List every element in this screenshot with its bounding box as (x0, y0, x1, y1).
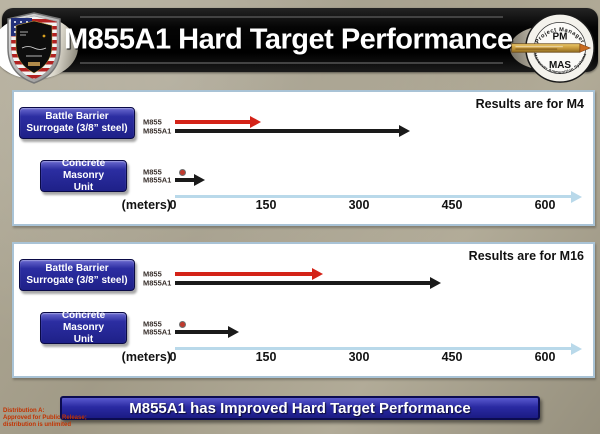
m855a1-range-arrow (175, 173, 205, 186)
m855-range-dot (179, 169, 187, 176)
series-label-m855a1: M855A1 (143, 327, 172, 337)
m855a1-range-arrow (175, 325, 240, 338)
tick-label: 450 (441, 198, 463, 212)
seal-pm-text: PM (553, 31, 568, 42)
results-note-m16: Results are for M16 (468, 249, 584, 263)
tick-label: 600 (534, 198, 556, 212)
series-label-m855: M855 (143, 117, 162, 127)
group-label-concrete-masonry-m16: Concrete Masonry Unit (40, 310, 127, 345)
pm-mas-seal-icon: Project Manager Maneuver Ammunition Syst… (511, 13, 595, 83)
m855-range-arrow (175, 267, 323, 280)
group-label-concrete-masonry-m4: Concrete Masonry Unit (40, 158, 127, 193)
series-row: M855 (14, 267, 593, 280)
m855-range-arrow (175, 115, 261, 128)
chart-panel-m4: Results are for M4 Battle Barrier Surrog… (12, 90, 595, 226)
title-bar: M855A1 Hard Target Performance (0, 8, 598, 84)
tick-label: 0 (169, 350, 177, 364)
tick-label: 300 (348, 198, 370, 212)
tick-label: 0 (169, 198, 177, 212)
group-label-line: Unit (73, 182, 94, 193)
seal-mas-text: MAS (549, 60, 571, 71)
conclusion-banner: M855A1 has Improved Hard Target Performa… (60, 396, 540, 420)
series-label-m855: M855 (143, 167, 162, 177)
series-label-m855: M855 (143, 269, 162, 279)
unit-crest-shield-icon (7, 12, 61, 84)
titlebar-pinstripe-top (80, 16, 503, 18)
m855-range-dot (179, 321, 187, 328)
chart-panel-m16: Results are for M16 Battle Barrier Surro… (12, 242, 595, 378)
seal-cartridge-icon (511, 43, 592, 53)
series-row: M855A1 (14, 325, 593, 338)
series-label-m855a1: M855A1 (143, 126, 172, 136)
distribution-line: distribution is unlimited (3, 421, 71, 428)
tick-label: 450 (441, 350, 463, 364)
group-label-battle-barrier-m16: Battle Barrier Surrogate (3/8” steel) (19, 259, 135, 291)
distribution-line: Distribution A: (3, 408, 45, 414)
series-label-m855a1: M855A1 (143, 175, 172, 185)
series-row: M855A1 (14, 173, 593, 186)
axis-unit-label: (meters) (121, 350, 171, 364)
series-label-m855: M855 (143, 319, 162, 329)
page-title: M855A1 Hard Target Performance (64, 23, 513, 56)
x-axis-ticks: (meters) 0 150 300 450 600 (14, 350, 593, 366)
group-label-line: Battle Barrier (45, 111, 109, 122)
tick-label: 150 (255, 350, 277, 364)
group-label-line: Surrogate (3/8” steel) (26, 275, 128, 286)
series-label-m855a1: M855A1 (143, 278, 172, 288)
series-row: M855A1 (14, 124, 593, 137)
titlebar-pinstripe-bottom (80, 62, 503, 64)
series-row: M855A1 (14, 276, 593, 289)
distribution-line: Approved for Public Release; (3, 414, 87, 421)
series-row: M855 (14, 115, 593, 128)
series-row: M855 (14, 318, 593, 330)
x-axis (175, 190, 582, 203)
tick-label: 600 (534, 350, 556, 364)
group-label-line: Battle Barrier (45, 263, 109, 274)
group-label-line: Unit (73, 334, 94, 345)
group-label-line: Surrogate (3/8” steel) (26, 123, 128, 134)
results-note-m4: Results are for M4 (475, 97, 584, 111)
m855a1-range-arrow (175, 124, 410, 137)
group-label-line: Concrete Masonry (61, 158, 106, 181)
group-label-line: Concrete Masonry (61, 310, 106, 333)
series-row: M855 (14, 166, 593, 178)
distribution-statement: Distribution A: Approved for Public Rele… (3, 408, 87, 429)
group-label-battle-barrier-m4: Battle Barrier Surrogate (3/8” steel) (19, 107, 135, 139)
tick-label: 150 (255, 198, 277, 212)
tick-label: 300 (348, 350, 370, 364)
m855a1-range-arrow (175, 276, 441, 289)
x-axis (175, 342, 582, 355)
x-axis-ticks: (meters) 0 150 300 450 600 (14, 198, 593, 214)
axis-unit-label: (meters) (121, 198, 171, 212)
